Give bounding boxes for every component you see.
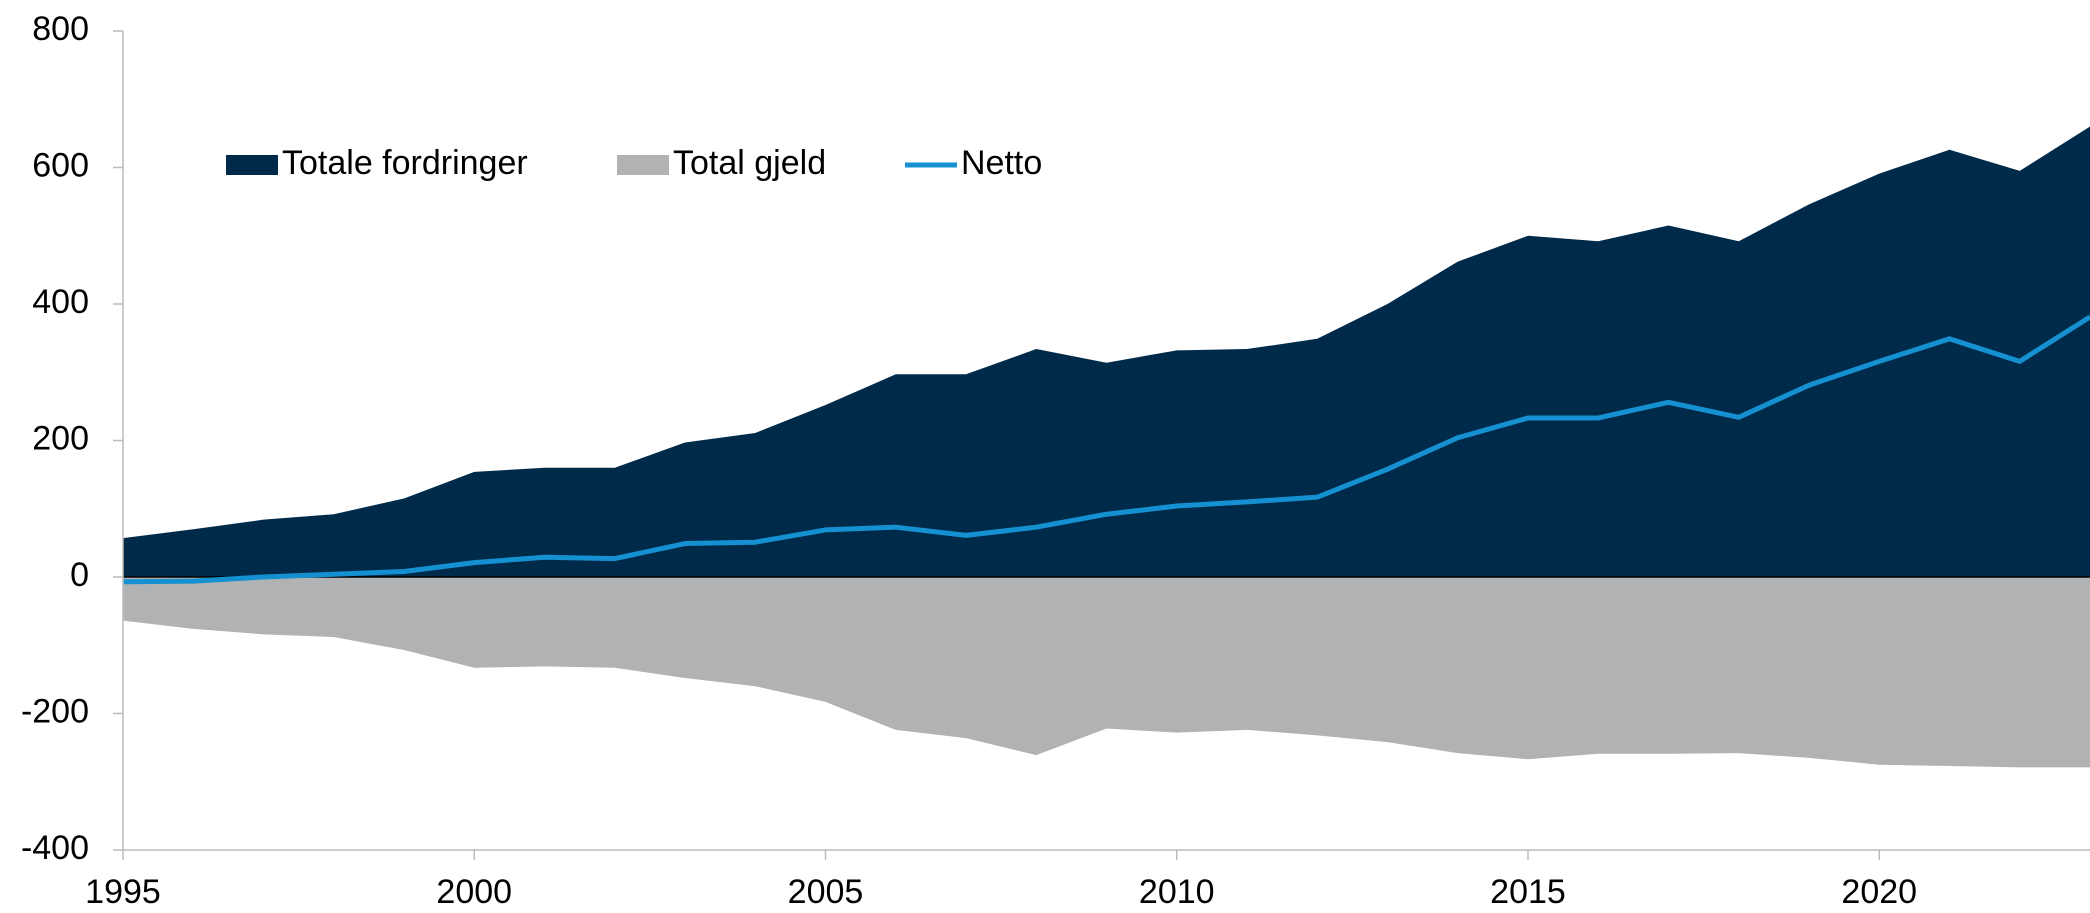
x-tick-label: 1995 bbox=[85, 873, 161, 911]
y-tick-label: 0 bbox=[70, 556, 89, 594]
y-tick-label: -200 bbox=[21, 692, 89, 730]
x-tick-label: 2010 bbox=[1139, 873, 1215, 911]
area bbox=[123, 577, 2090, 768]
x-tick-label: 2015 bbox=[1490, 873, 1566, 911]
legend-swatch bbox=[226, 155, 278, 175]
y-tick-label: 200 bbox=[32, 419, 89, 457]
legend-label: Totale fordringer bbox=[282, 144, 528, 182]
legend-swatch bbox=[617, 155, 669, 175]
legend-label: Netto bbox=[961, 144, 1042, 182]
y-tick-label: 400 bbox=[32, 283, 89, 321]
y-tick-label: 600 bbox=[32, 146, 89, 184]
x-tick-label: 2000 bbox=[436, 873, 512, 911]
y-tick-label: 800 bbox=[32, 10, 89, 48]
x-tick-label: 2005 bbox=[788, 873, 864, 911]
y-tick-label: -400 bbox=[21, 829, 89, 867]
x-tick-label: 2020 bbox=[1841, 873, 1917, 911]
area bbox=[123, 126, 2090, 578]
line bbox=[122, 314, 2090, 585]
legend-label: Total gjeld bbox=[673, 144, 826, 182]
